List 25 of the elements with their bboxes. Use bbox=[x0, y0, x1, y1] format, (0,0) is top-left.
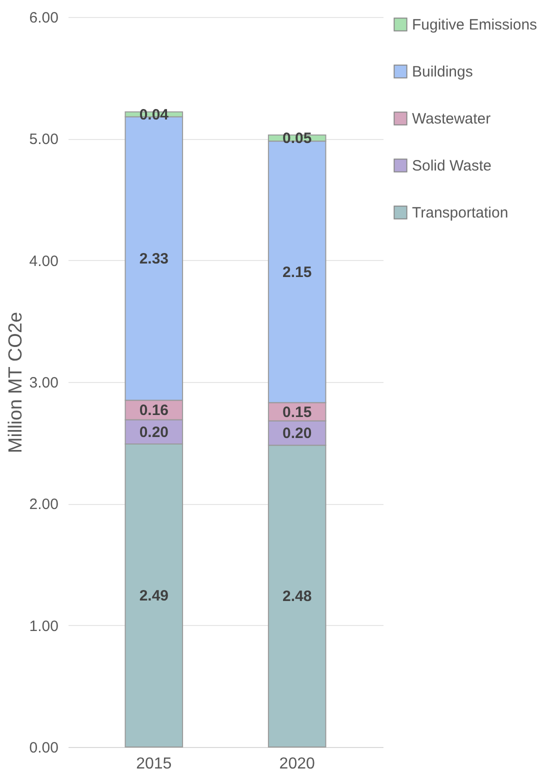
data-label: 0.20 bbox=[282, 425, 312, 442]
data-label: 0.16 bbox=[139, 402, 169, 419]
y-tick-label: 2.00 bbox=[29, 496, 58, 514]
data-label: 2.33 bbox=[139, 250, 169, 268]
y-tick-label: 4.00 bbox=[29, 252, 58, 270]
y-tick-label: 0.00 bbox=[29, 740, 58, 756]
y-axis-title: Million MT CO2e bbox=[5, 312, 26, 454]
data-label: 2.15 bbox=[282, 264, 312, 281]
data-label: 2.49 bbox=[139, 588, 169, 605]
legend-label: Wastewater bbox=[412, 110, 491, 128]
data-label: 0.05 bbox=[282, 130, 312, 148]
legend-label: Fugitive Emissions bbox=[412, 16, 538, 34]
data-label: 0.20 bbox=[139, 424, 169, 441]
legend-label: Buildings bbox=[412, 64, 473, 80]
data-label: 0.15 bbox=[282, 404, 312, 421]
legend-label: Transportation bbox=[412, 204, 508, 222]
data-label: 2.48 bbox=[282, 588, 312, 606]
legend-label: Solid Waste bbox=[412, 158, 492, 174]
x-tick-label: 2020 bbox=[279, 756, 315, 772]
y-tick-label: 6.00 bbox=[29, 10, 58, 26]
data-label: 0.04 bbox=[139, 106, 170, 124]
x-tick-label: 2015 bbox=[136, 756, 172, 772]
y-tick-label: 5.00 bbox=[29, 131, 58, 148]
y-tick-label: 1.00 bbox=[29, 618, 58, 635]
y-tick-label: 3.00 bbox=[29, 374, 58, 392]
